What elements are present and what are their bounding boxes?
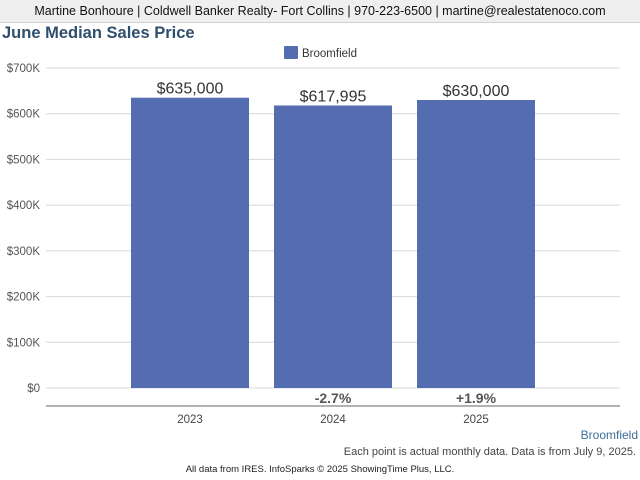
change-label-2025: +1.9% xyxy=(456,390,497,406)
legend-label[interactable]: Broomfield xyxy=(302,48,357,60)
y-tick-label: $100K xyxy=(7,337,41,349)
y-tick-label: $400K xyxy=(7,200,41,212)
x-tick-label: 2024 xyxy=(320,414,346,426)
legend[interactable]: Broomfield xyxy=(284,46,357,60)
credits: All data from IRES. InfoSparks © 2025 Sh… xyxy=(185,464,455,475)
bar-2025[interactable] xyxy=(417,100,535,388)
contact-header: Martine Bonhoure | Coldwell Banker Realt… xyxy=(0,0,640,23)
y-tick-label: $0 xyxy=(27,383,40,395)
change-label-2024: -2.7% xyxy=(315,390,352,406)
y-tick-label: $700K xyxy=(7,63,41,75)
y-tick-label: $600K xyxy=(7,109,41,121)
x-tick-label: 2023 xyxy=(177,414,203,426)
data-label-2023: $635,000 xyxy=(157,81,224,98)
bar-2023[interactable] xyxy=(131,97,249,388)
legend-swatch xyxy=(284,46,298,59)
bars xyxy=(131,97,535,388)
y-tick-label: $500K xyxy=(7,154,41,166)
y-axis-ticks: $0 $100K $200K $300K $400K $500K $600K $700K xyxy=(7,63,41,395)
data-labels: $635,000 $617,995 -2.7% $630,000 +1.9% xyxy=(157,81,510,406)
series-link-broomfield[interactable]: Broomfield xyxy=(580,428,638,442)
data-label-2024: $617,995 xyxy=(300,88,367,105)
bar-2024[interactable] xyxy=(274,105,392,388)
chart-title: June Median Sales Price xyxy=(2,24,195,42)
x-tick-label: 2025 xyxy=(463,414,489,426)
y-tick-label: $200K xyxy=(7,292,41,304)
data-label-2025: $630,000 xyxy=(443,83,510,100)
data-note: Each point is actual monthly data. Data … xyxy=(343,446,636,458)
y-tick-label: $300K xyxy=(7,246,41,258)
bar-chart: $0 $100K $200K $300K $400K $500K $600K $700K $6… xyxy=(7,46,620,426)
x-axis-ticks: 2023 2024 2025 xyxy=(177,414,489,426)
